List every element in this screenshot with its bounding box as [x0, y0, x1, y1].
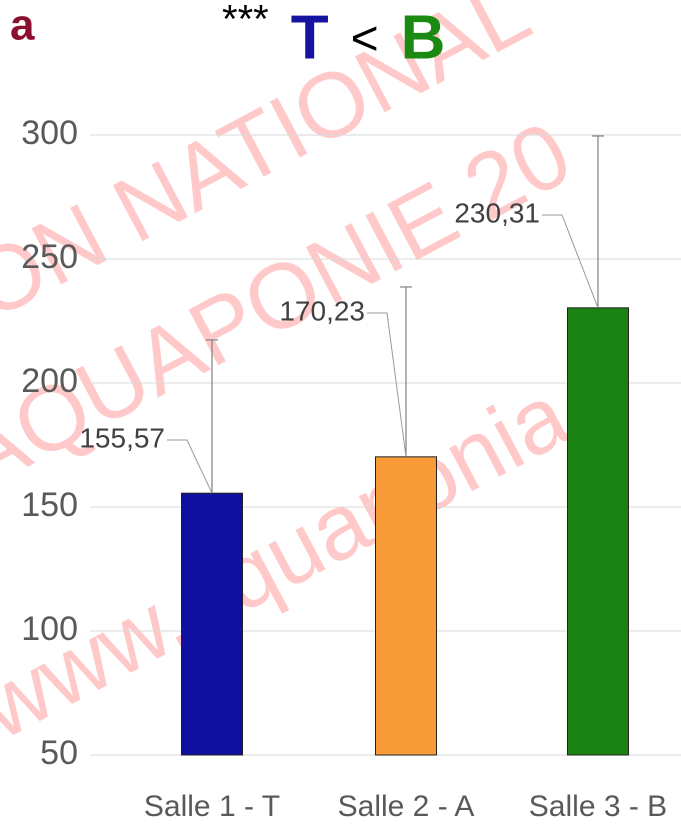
x-tick-label: Salle 3 - B — [529, 790, 667, 823]
x-tick-label: Salle 1 - T — [144, 790, 280, 823]
y-tick-label: 200 — [21, 362, 78, 400]
title-part: T — [291, 3, 329, 72]
title-part: < — [351, 13, 379, 66]
leader-line — [367, 312, 407, 457]
leader-line — [167, 439, 213, 494]
title-part: B — [401, 3, 446, 72]
x-tick-label: Salle 2 - A — [338, 790, 475, 823]
value-label: 230,31 — [454, 197, 540, 228]
value-label: 170,23 — [279, 295, 365, 326]
y-tick-label: 100 — [21, 610, 78, 648]
y-tick-label: 50 — [40, 734, 78, 772]
y-tick-label: 300 — [21, 114, 78, 152]
value-label: 155,57 — [79, 422, 165, 453]
title-part: *** — [222, 0, 269, 42]
leader-line — [542, 214, 599, 309]
marks: 155,57 Salle 1 - T 170,23 Salle 2 - A 230,31… — [79, 135, 667, 823]
bar — [375, 456, 437, 756]
y-tick-label: 250 — [21, 238, 78, 276]
y-tick-label: 150 — [21, 486, 78, 524]
bar — [567, 307, 629, 756]
bar — [181, 492, 243, 756]
panel-label: a — [10, 1, 35, 50]
